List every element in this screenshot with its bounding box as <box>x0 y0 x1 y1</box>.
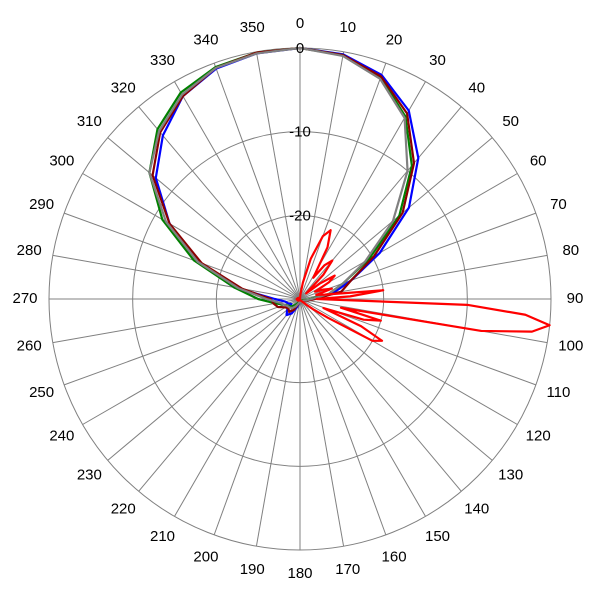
grid-spoke-150 <box>299 298 426 517</box>
grid-spoke-230 <box>107 298 301 461</box>
grid-spoke-40 <box>299 106 462 300</box>
ring-label--20: -20 <box>289 207 311 224</box>
grid-spoke-320 <box>138 106 301 300</box>
angle-label-50: 50 <box>502 113 519 130</box>
grid-spoke-140 <box>299 298 462 492</box>
angle-label-230: 230 <box>77 467 102 484</box>
grid-spoke-210 <box>174 298 301 517</box>
grid-spoke-300 <box>82 173 301 300</box>
angle-label-350: 350 <box>240 19 265 36</box>
angle-label-150: 150 <box>425 528 450 545</box>
angle-label-210: 210 <box>150 528 175 545</box>
grid-spoke-200 <box>213 298 301 536</box>
angle-label-20: 20 <box>386 32 403 49</box>
angle-label-220: 220 <box>111 501 136 518</box>
grid-spoke-290 <box>63 212 301 300</box>
angle-label-260: 260 <box>17 338 42 355</box>
angle-label-290: 290 <box>29 196 54 213</box>
grid-spoke-240 <box>82 298 301 425</box>
angle-label-240: 240 <box>49 427 74 444</box>
angle-label-140: 140 <box>464 501 489 518</box>
series-line-0 <box>154 46 420 317</box>
angle-label-250: 250 <box>29 384 54 401</box>
grid-spoke-60 <box>299 173 518 300</box>
angle-label-340: 340 <box>193 32 218 49</box>
grid-spoke-260 <box>52 298 301 344</box>
grid-spoke-20 <box>299 62 387 300</box>
angle-label-270: 270 <box>12 290 37 307</box>
grid-spoke-350 <box>255 51 301 300</box>
grid-spoke-250 <box>63 298 301 386</box>
ring-label-0: 0 <box>296 40 304 57</box>
angle-label-200: 200 <box>193 548 218 565</box>
angle-label-30: 30 <box>429 52 446 69</box>
angle-label-0: 0 <box>296 15 304 32</box>
grid-spoke-170 <box>299 298 345 547</box>
angle-label-280: 280 <box>17 242 42 259</box>
grid-spoke-280 <box>52 254 301 300</box>
grid-spoke-120 <box>299 298 518 425</box>
grid-spoke-310 <box>107 137 301 300</box>
angle-label-40: 40 <box>468 79 485 96</box>
grid-spoke-340 <box>213 62 301 300</box>
angle-label-80: 80 <box>562 242 579 259</box>
ring-label--10: -10 <box>289 124 311 141</box>
grid-spoke-160 <box>299 298 387 536</box>
angle-label-180: 180 <box>287 565 312 582</box>
grid-spoke-70 <box>299 212 537 300</box>
angle-label-170: 170 <box>335 561 360 578</box>
angle-label-90: 90 <box>567 290 584 307</box>
series-line-4 <box>295 229 551 342</box>
angle-label-190: 190 <box>240 561 265 578</box>
grid-spoke-330 <box>174 81 301 300</box>
series-line-1 <box>148 46 413 308</box>
grid-spoke-220 <box>138 298 301 492</box>
grid-spoke-190 <box>255 298 301 547</box>
angle-label-70: 70 <box>550 196 567 213</box>
radial-tick-labels: 0 -10 -20 <box>289 40 311 224</box>
angle-label-310: 310 <box>77 113 102 130</box>
angle-label-120: 120 <box>526 427 551 444</box>
angle-tick-labels: 0 10 20 30 40 50 60 70 80 90 100 110 120 130 140 150 160… <box>12 15 583 582</box>
angle-label-160: 160 <box>382 548 407 565</box>
angle-label-320: 320 <box>111 79 136 96</box>
polar-grid <box>48 47 552 551</box>
angle-label-330: 330 <box>150 52 175 69</box>
angle-label-300: 300 <box>49 152 74 169</box>
grid-spoke-10 <box>299 51 345 300</box>
angle-label-100: 100 <box>558 338 583 355</box>
angle-label-60: 60 <box>530 152 547 169</box>
grid-spoke-130 <box>299 298 493 461</box>
angle-label-130: 130 <box>498 467 523 484</box>
angle-label-10: 10 <box>339 19 356 36</box>
angle-label-110: 110 <box>546 384 570 401</box>
series-lines <box>148 46 551 342</box>
